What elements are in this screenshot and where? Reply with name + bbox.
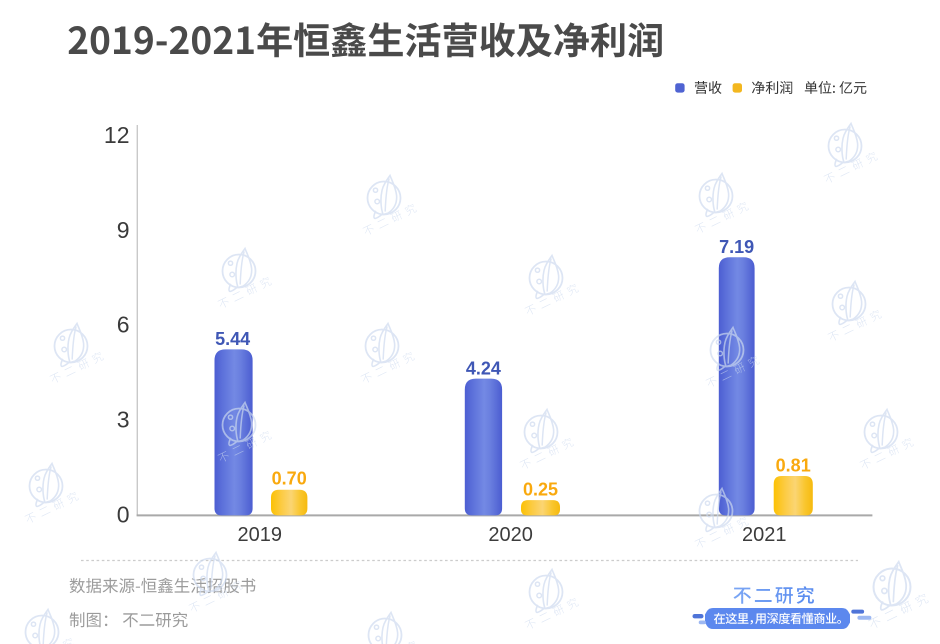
svg-text:7.19: 7.19 — [719, 237, 754, 257]
svg-text:2019: 2019 — [238, 524, 283, 546]
svg-text:0: 0 — [117, 501, 130, 527]
svg-text:4.24: 4.24 — [466, 358, 501, 378]
svg-text:3: 3 — [117, 407, 130, 433]
svg-text:0.25: 0.25 — [523, 480, 558, 500]
svg-text:0.70: 0.70 — [272, 469, 307, 489]
svg-text:9: 9 — [117, 217, 130, 243]
svg-text:6: 6 — [117, 312, 130, 338]
svg-text:2020: 2020 — [488, 524, 533, 546]
svg-text:0.81: 0.81 — [776, 456, 811, 476]
svg-text:12: 12 — [104, 122, 130, 148]
svg-text:2021: 2021 — [742, 524, 787, 546]
svg-text:5.44: 5.44 — [215, 329, 250, 349]
